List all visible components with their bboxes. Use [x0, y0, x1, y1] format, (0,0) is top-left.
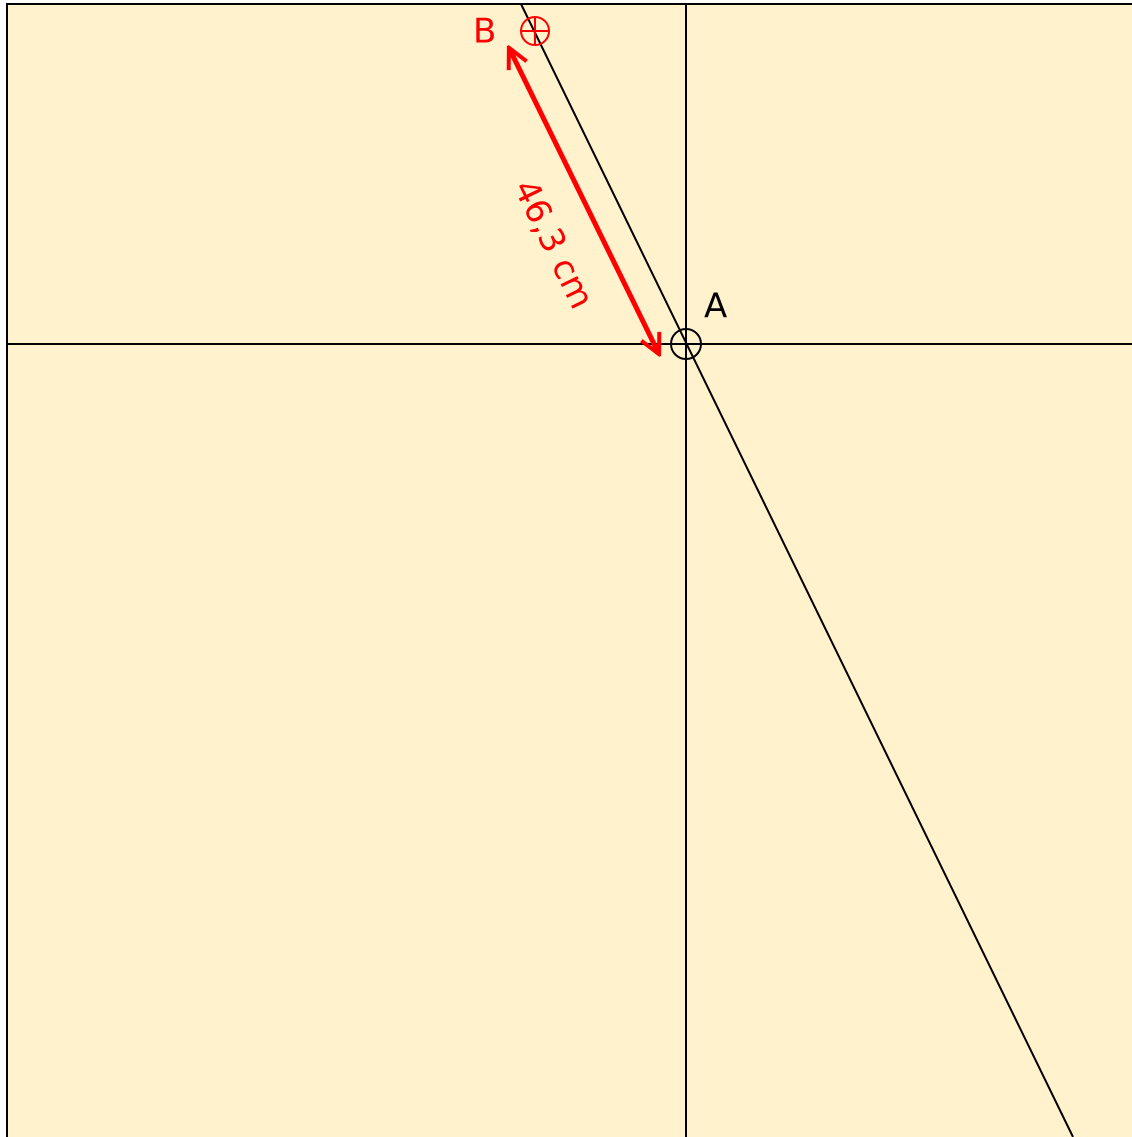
- measurement-arrow: [510, 50, 658, 352]
- point-b-marker: [520, 16, 550, 46]
- point-a-marker: [670, 328, 702, 360]
- point-b-label: B: [473, 12, 496, 52]
- point-a-label: A: [704, 287, 727, 327]
